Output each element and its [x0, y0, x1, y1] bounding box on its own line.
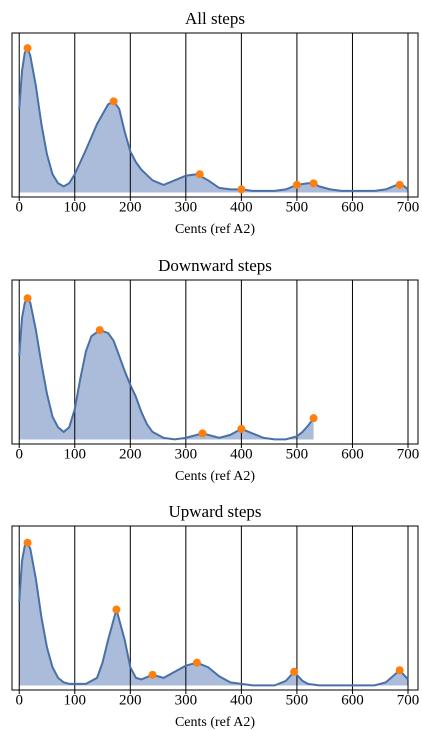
- x-tick-label: 100: [64, 692, 87, 708]
- peak-marker: [95, 326, 104, 335]
- peak-marker: [23, 538, 32, 547]
- x-tick-label: 0: [15, 199, 23, 215]
- x-tick-label: 400: [230, 199, 253, 215]
- peak-marker: [23, 294, 32, 303]
- peak-marker: [309, 179, 318, 188]
- plot-frame: [11, 279, 419, 445]
- x-tick-label: 300: [175, 446, 198, 462]
- peak-marker: [195, 170, 204, 179]
- x-tick-label: 600: [341, 199, 364, 215]
- peak-marker: [237, 185, 246, 194]
- x-tick-label: 0: [15, 692, 23, 708]
- peak-marker: [290, 667, 299, 676]
- x-tick-label: 700: [397, 199, 420, 215]
- x-tick-label: 600: [341, 446, 364, 462]
- x-tick-label: 700: [397, 446, 420, 462]
- x-tick-label: 100: [64, 199, 87, 215]
- peak-marker: [292, 180, 301, 189]
- x-tick-label: 500: [286, 446, 309, 462]
- chart-title: Downward steps: [158, 256, 272, 275]
- x-tick-label: 200: [119, 446, 142, 462]
- x-tick-label: 500: [286, 692, 309, 708]
- peak-marker: [309, 414, 318, 423]
- peak-marker: [198, 429, 207, 438]
- x-tick-label: 400: [230, 446, 253, 462]
- x-tick-label: 600: [341, 692, 364, 708]
- peak-marker: [395, 180, 404, 189]
- density-line: [18, 45, 409, 192]
- density-line: [18, 540, 409, 687]
- chart-title: All steps: [185, 9, 245, 28]
- density-area: [19, 542, 408, 686]
- chart-title: Upward steps: [168, 502, 261, 521]
- plot-frame: [11, 32, 419, 198]
- x-tick-label: 0: [15, 446, 23, 462]
- peak-marker: [148, 670, 157, 679]
- x-axis-label: Cents (ref A2): [175, 222, 255, 237]
- x-tick-label: 400: [230, 692, 253, 708]
- peak-marker: [192, 658, 201, 667]
- peak-marker: [23, 44, 32, 53]
- x-tick-label: 500: [286, 199, 309, 215]
- peak-marker: [109, 97, 118, 106]
- density-area: [19, 298, 314, 440]
- x-tick-label: 100: [64, 446, 87, 462]
- density-line: [18, 296, 315, 441]
- density-area: [19, 48, 408, 193]
- x-axis-label: Cents (ref A2): [175, 469, 255, 484]
- x-tick-label: 200: [119, 199, 142, 215]
- x-tick-label: 700: [397, 692, 420, 708]
- plot-frame: [11, 525, 419, 691]
- peak-marker: [237, 424, 246, 433]
- x-tick-label: 200: [119, 692, 142, 708]
- x-tick-label: 300: [175, 692, 198, 708]
- peak-marker: [395, 666, 404, 675]
- peak-marker: [112, 605, 121, 614]
- x-axis-label: Cents (ref A2): [175, 715, 255, 730]
- x-tick-label: 300: [175, 199, 198, 215]
